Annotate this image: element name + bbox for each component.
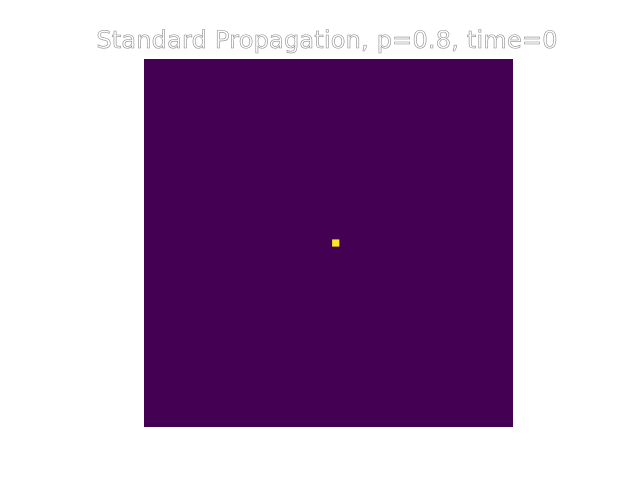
- heatmap-background: [144, 59, 513, 427]
- chart-title: Standard Propagation, p=0.8, time=0: [96, 26, 558, 55]
- heatmap-cells: [332, 239, 340, 247]
- heatmap-svg: [144, 59, 513, 427]
- heatmap-plot: [144, 59, 513, 427]
- heatmap-active-cell: [332, 239, 340, 247]
